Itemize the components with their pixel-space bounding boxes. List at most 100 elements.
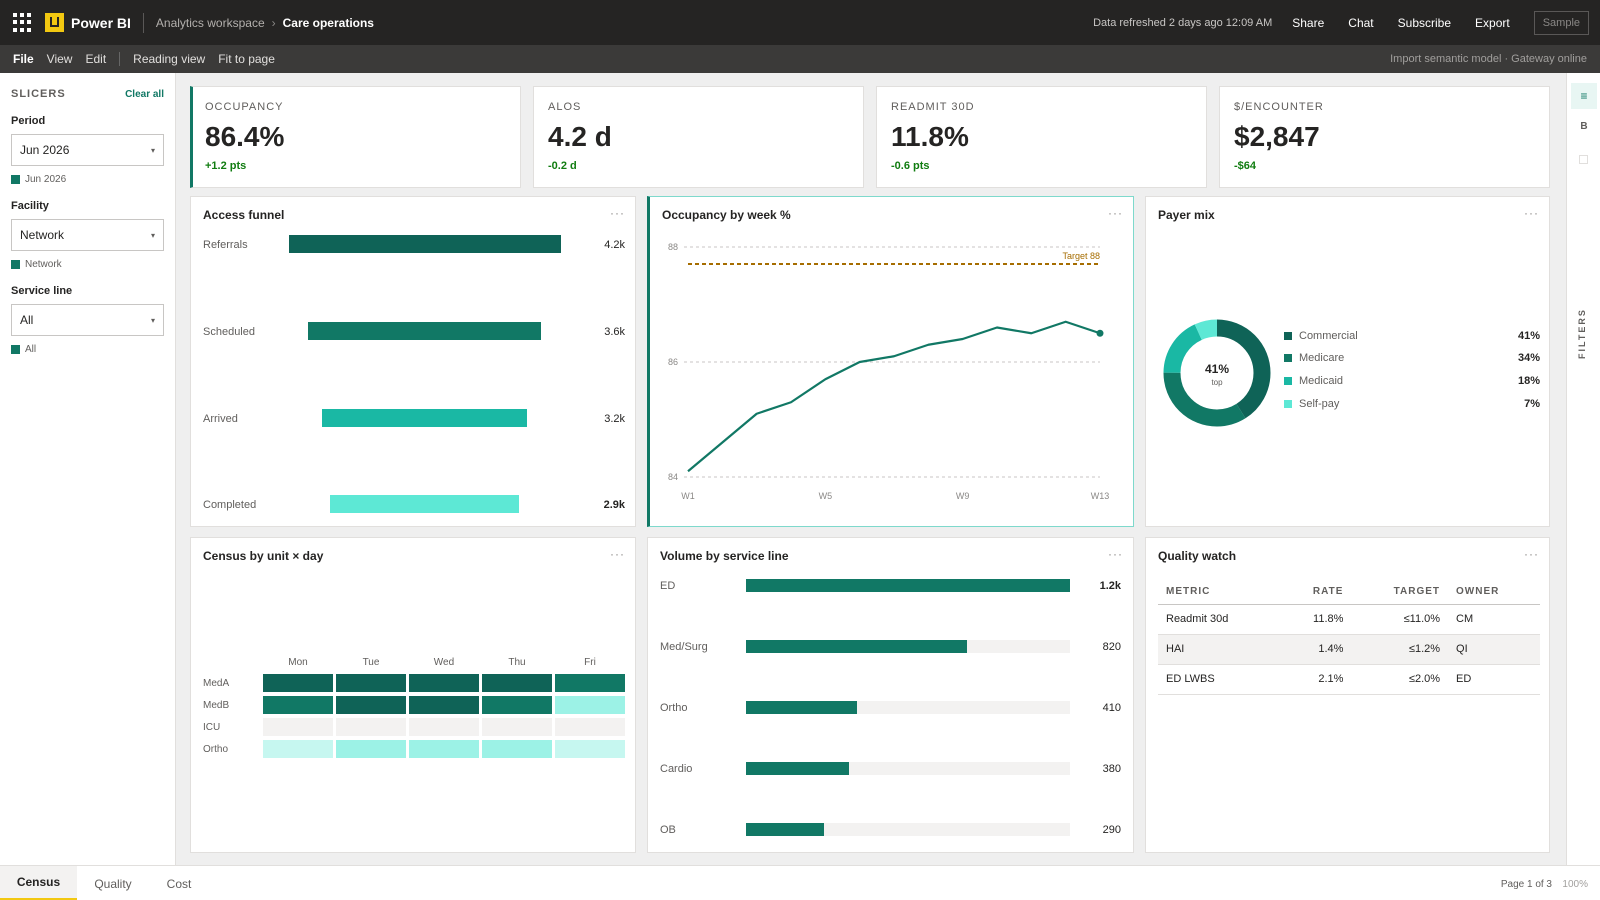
- legend-item[interactable]: Commercial 41%: [1284, 330, 1540, 342]
- export-button[interactable]: Export: [1475, 15, 1510, 30]
- service-line-dropdown[interactable]: All ▾: [11, 304, 164, 336]
- payer-mix-visual[interactable]: Payer mix ··· 41% top Commercial 41% Med…: [1145, 196, 1550, 527]
- column-header[interactable]: TARGET: [1351, 580, 1449, 605]
- menu-file[interactable]: File: [13, 52, 34, 66]
- menu-edit[interactable]: Edit: [85, 52, 107, 66]
- volume-bar-ob[interactable]: [746, 823, 825, 836]
- selection-pane-icon[interactable]: [1579, 155, 1588, 164]
- heatmap-cell[interactable]: [555, 696, 625, 714]
- tab-cost[interactable]: Cost: [166, 876, 192, 891]
- facility-dropdown[interactable]: Network ▾: [11, 219, 164, 251]
- heatmap-cell[interactable]: [482, 696, 552, 714]
- heatmap-cell[interactable]: [555, 674, 625, 692]
- sample-button[interactable]: Sample: [1533, 10, 1589, 35]
- heatmap-cell[interactable]: [263, 674, 333, 692]
- heatmap-unit-label: MedB: [203, 700, 230, 711]
- service-line-chip[interactable]: All: [11, 344, 164, 355]
- funnel-bar-arrived[interactable]: [322, 409, 527, 427]
- service-line-label: Med/Surg: [660, 641, 708, 653]
- breadcrumb-workspace[interactable]: Analytics workspace: [155, 15, 265, 30]
- occupancy-chart-visual[interactable]: Occupancy by week % ··· 84 86 88 W1 W5 W9 W13 T…: [647, 196, 1134, 527]
- menu-view[interactable]: View: [46, 52, 73, 66]
- kpi-card-occupancy[interactable]: OCCUPANCY 86.4% +1.2 pts: [190, 86, 521, 188]
- access-funnel-visual[interactable]: Access funnel ··· Referrals 4.2k Schedul…: [190, 196, 636, 527]
- heatmap-cell[interactable]: [336, 696, 406, 714]
- zoom-level[interactable]: 100%: [1562, 879, 1588, 890]
- swatch-icon: [1284, 354, 1292, 362]
- app-launcher-icon[interactable]: [13, 12, 33, 33]
- tab-quality[interactable]: Quality: [94, 876, 132, 891]
- donut-center-value: 41%: [1204, 362, 1230, 376]
- table-row[interactable]: HAI 1.4% ≤1.2% QI: [1158, 634, 1540, 665]
- more-options-icon[interactable]: ···: [1108, 206, 1123, 220]
- kpi-label: READMIT 30D: [891, 101, 975, 113]
- menu-reading-view[interactable]: Reading view: [133, 52, 206, 66]
- volume-value: 1.2k: [1099, 580, 1121, 592]
- census-heatmap-visual[interactable]: Census by unit × day ··· Mon Tue Wed Thu…: [190, 537, 636, 853]
- kpi-label: OCCUPANCY: [205, 101, 284, 113]
- heatmap-cell[interactable]: [409, 674, 479, 692]
- heatmap-cell[interactable]: [336, 740, 406, 758]
- donut-slice-self-pay: [1163, 319, 1271, 427]
- heatmap-cell[interactable]: [336, 718, 406, 736]
- heatmap-cell[interactable]: [409, 696, 479, 714]
- column-header[interactable]: RATE: [1279, 580, 1352, 605]
- menu-fit-to-page[interactable]: Fit to page: [218, 52, 275, 66]
- volume-bar-cardio[interactable]: [746, 762, 849, 775]
- heatmap-cell[interactable]: [482, 718, 552, 736]
- volume-bar-ortho[interactable]: [746, 701, 857, 714]
- funnel-bar-referrals[interactable]: [289, 235, 561, 253]
- more-options-icon[interactable]: ···: [610, 206, 625, 220]
- bookmarks-icon[interactable]: B: [1580, 121, 1588, 132]
- more-options-icon[interactable]: ···: [1524, 547, 1539, 561]
- period-chip[interactable]: Jun 2026: [11, 174, 164, 185]
- more-options-icon[interactable]: ···: [1524, 206, 1539, 220]
- kpi-card-cost-per-encounter[interactable]: $/ENCOUNTER $2,847 -$64: [1219, 86, 1550, 188]
- table-row[interactable]: Readmit 30d 11.8% ≤11.0% CM: [1158, 604, 1540, 635]
- chat-button[interactable]: Chat: [1348, 15, 1374, 30]
- share-button[interactable]: Share: [1292, 15, 1325, 30]
- heatmap-unit-label: MedA: [203, 678, 230, 689]
- kpi-card-readmit[interactable]: READMIT 30D 11.8% -0.6 pts: [876, 86, 1207, 188]
- heatmap-cell[interactable]: [263, 740, 333, 758]
- legend-item[interactable]: Medicare 34%: [1284, 352, 1540, 364]
- heatmap-cell[interactable]: [482, 740, 552, 758]
- visual-title: Payer mix: [1158, 208, 1215, 222]
- filters-pane-tab[interactable]: FILTERS: [1577, 308, 1587, 359]
- heatmap-cell[interactable]: [482, 674, 552, 692]
- heatmap-cell[interactable]: [409, 740, 479, 758]
- heatmap-cell[interactable]: [555, 740, 625, 758]
- column-header[interactable]: OWNER: [1448, 580, 1540, 605]
- tab-census[interactable]: Census: [0, 866, 77, 900]
- quality-watch-visual[interactable]: Quality watch ··· METRIC RATE TARGET OWN…: [1145, 537, 1550, 853]
- heatmap-cell[interactable]: [555, 718, 625, 736]
- format-pane-icon[interactable]: ≡: [1571, 83, 1597, 109]
- heatmap-cell[interactable]: [263, 718, 333, 736]
- facility-chip[interactable]: Network: [11, 259, 164, 270]
- volume-value: 290: [1102, 824, 1121, 836]
- subscribe-button[interactable]: Subscribe: [1397, 15, 1452, 30]
- clear-all-button[interactable]: Clear all: [125, 88, 164, 100]
- table-row[interactable]: ED LWBS 2.1% ≤2.0% ED: [1158, 664, 1540, 695]
- kpi-card-alos[interactable]: ALOS 4.2 d -0.2 d: [533, 86, 864, 188]
- heatmap-cell[interactable]: [409, 718, 479, 736]
- column-header[interactable]: METRIC: [1158, 580, 1280, 605]
- heatmap-cell[interactable]: [263, 696, 333, 714]
- swatch-icon: [1284, 400, 1292, 408]
- payer-donut-chart: [1163, 319, 1271, 427]
- volume-bar-ed[interactable]: [746, 579, 1070, 592]
- legend-item[interactable]: Medicaid 18%: [1284, 375, 1540, 387]
- volume-bar-med-surg[interactable]: [746, 640, 968, 653]
- volume-by-service-line-visual[interactable]: Volume by service line ··· ED 1.2k Med/S…: [647, 537, 1134, 853]
- kpi-delta: -0.6 pts: [891, 160, 930, 172]
- more-options-icon[interactable]: ···: [610, 547, 625, 561]
- legend-item[interactable]: Self-pay 7%: [1284, 398, 1540, 410]
- funnel-bar-completed[interactable]: [330, 495, 519, 513]
- occupancy-series-line: [687, 320, 1101, 473]
- funnel-value: 2.9k: [603, 499, 625, 511]
- period-dropdown[interactable]: Jun 2026 ▾: [11, 134, 164, 166]
- heatmap-cell[interactable]: [336, 674, 406, 692]
- more-options-icon[interactable]: ···: [1108, 547, 1123, 561]
- funnel-bar-scheduled[interactable]: [308, 322, 541, 340]
- volume-value: 380: [1102, 763, 1121, 775]
